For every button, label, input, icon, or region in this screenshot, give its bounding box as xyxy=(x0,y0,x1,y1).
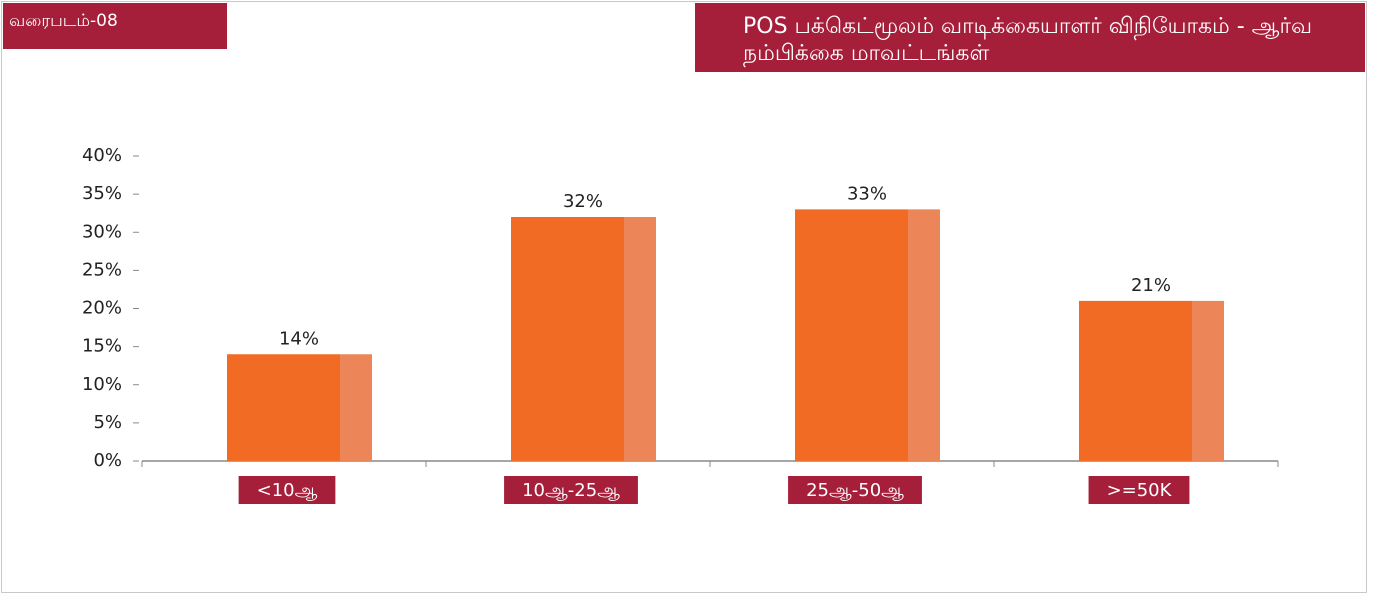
x-label-box xyxy=(504,476,638,504)
x-tick-label: 25ஆ-50ஆ xyxy=(806,480,904,501)
y-tick-label: 35% xyxy=(82,183,122,204)
y-tick-label: 10% xyxy=(82,374,122,395)
bar xyxy=(511,217,624,461)
bar xyxy=(227,354,340,461)
x-tick-label: >=50K xyxy=(1107,480,1173,501)
x-tick-label: <10ஆ xyxy=(257,480,318,501)
value-label: 21% xyxy=(1131,275,1171,296)
bar-side xyxy=(624,217,656,461)
x-label-box xyxy=(1088,476,1190,504)
y-tick-label: 0% xyxy=(93,450,122,471)
y-tick-label: 15% xyxy=(82,336,122,357)
value-label: 33% xyxy=(847,183,887,204)
bar-side xyxy=(1192,300,1224,461)
x-label-box xyxy=(788,476,922,504)
chart-title: POS பக்கெட்மூலம் வாடிக்கையாளர் விநியோகம்… xyxy=(695,3,1365,72)
y-tick-label: 25% xyxy=(82,259,122,280)
bar xyxy=(795,209,908,461)
x-tick-label: 10ஆ-25ஆ xyxy=(522,480,620,501)
y-tick-label: 20% xyxy=(82,298,122,319)
y-tick-label: 40% xyxy=(82,145,122,166)
value-label: 14% xyxy=(279,328,319,349)
value-label: 32% xyxy=(563,191,603,212)
bar xyxy=(1079,300,1192,461)
y-tick-label: 30% xyxy=(82,221,122,242)
figure-label: வரைபடம்-08 xyxy=(3,3,227,49)
y-tick-label: 5% xyxy=(93,412,122,433)
bar-side xyxy=(340,354,372,461)
x-label-box xyxy=(238,476,336,504)
bar-side xyxy=(908,209,940,461)
